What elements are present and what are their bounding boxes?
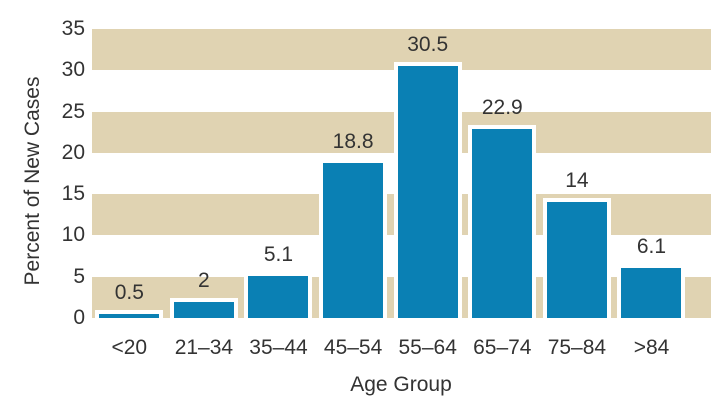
bar-value-label: 5.1 [263,242,294,266]
bar [169,297,238,318]
x-tick-label: 55–64 [398,336,457,359]
bar-slot: 2 [167,29,242,318]
bar-slot: 14 [540,29,615,318]
bar [393,62,462,318]
bar-slot: 6.1 [614,29,689,318]
bar-slot: 30.5 [390,29,465,318]
x-tick-label: 45–54 [323,336,383,359]
bar-value-label: 18.8 [332,129,374,153]
bar-slot: 5.1 [241,29,316,318]
x-tick-label: <20 [111,336,148,359]
bar [468,124,537,318]
bar-value-label: 14 [565,169,589,193]
bar [244,271,313,318]
y-tick-label: 35 [61,17,85,41]
bar-value-label: 6.1 [636,234,667,258]
bar [542,198,611,318]
y-tick-label: 10 [61,223,85,247]
bar-value-label: 2 [198,268,210,292]
plot-area: 0.5 2 5.1 18.8 30.5 22.9 14 6.1 [92,29,711,318]
y-tick-label: 25 [61,99,85,123]
x-tick-label: 35–44 [249,336,308,359]
bar-slot: 18.8 [316,29,391,318]
y-axis-tick-labels: 0 5 10 15 20 25 30 35 [0,18,92,328]
bar-slot: 0.5 [92,29,167,318]
y-tick-label: 5 [73,264,85,288]
bar-value-label: 0.5 [114,280,144,304]
bar-value-label: 22.9 [481,95,523,119]
x-tick-label: >84 [633,336,670,359]
x-tick-label: 21–34 [174,336,234,359]
bar [617,263,686,318]
x-tick-label: 75–84 [547,336,607,359]
x-tick-label: 65–74 [473,336,532,359]
bar-value-label: 30.5 [407,33,449,57]
y-tick-label: 30 [61,58,85,82]
bar [319,158,388,318]
y-tick-label: 20 [61,140,85,164]
bar [95,309,164,318]
bar-slot: 22.9 [465,29,540,318]
y-tick-label: 0 [73,306,85,330]
y-tick-label: 15 [61,182,85,206]
x-axis-title: Age Group [350,373,452,396]
